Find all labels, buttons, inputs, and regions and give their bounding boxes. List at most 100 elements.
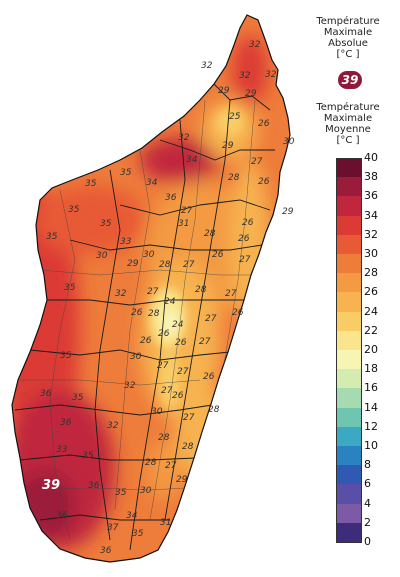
map-value-label: 24	[172, 320, 184, 330]
scale-tick-label: 32	[364, 227, 378, 241]
mean-title-line: Moyenne	[325, 124, 371, 135]
map-value-label: 32	[265, 70, 277, 80]
map-value-label: 29	[222, 141, 234, 151]
scale-swatch	[336, 254, 362, 274]
scale-tick-label: 4	[364, 496, 371, 510]
scale-swatch	[336, 215, 362, 235]
region-boundaries	[14, 83, 275, 551]
map-value-label: 24	[164, 297, 176, 307]
absolute-title-line: Température	[316, 16, 380, 27]
map-value-label: 27	[183, 413, 195, 423]
scale-swatch	[336, 407, 362, 427]
scale-tick-label: 28	[364, 266, 378, 280]
scale-swatch	[336, 369, 362, 389]
map-value-label: 30	[130, 352, 142, 362]
map-value-label: 33	[56, 445, 68, 455]
scale-tick-label: 2	[364, 515, 371, 529]
scale-swatch	[336, 158, 362, 179]
scale-swatch	[336, 350, 362, 370]
map-value-label: 35	[82, 451, 94, 461]
scale-tick-label: 30	[364, 247, 378, 260]
scale-swatch	[336, 388, 362, 408]
map-value-label: 28	[148, 309, 160, 319]
map-value-label: 31	[178, 219, 189, 229]
map-value-label: 36	[56, 511, 68, 521]
map-value-label: 35	[72, 393, 84, 403]
scale-swatch	[336, 273, 362, 293]
map-value-label: 27	[161, 386, 173, 396]
scale-swatch	[336, 311, 362, 331]
scale-swatch	[336, 465, 362, 485]
absolute-title-line: [°C ]	[336, 49, 360, 60]
map-value-label: 27	[147, 287, 159, 297]
map-value-label: 28	[158, 433, 170, 443]
scale-tick-label: 8	[364, 458, 371, 472]
absolute-max-title: Température Maximale Absolue [°C ]	[306, 16, 390, 60]
map-value-label: 29	[218, 86, 230, 96]
map-value-label: 28	[228, 173, 240, 183]
map-value-label: 35	[100, 219, 112, 229]
map-value-label: 35	[115, 488, 127, 498]
map-value-label: 36	[88, 481, 100, 491]
record-max-marker: 39	[42, 478, 60, 493]
map-value-label: 34	[146, 178, 158, 188]
map-value-label: 26	[131, 308, 143, 318]
absolute-max-badge: 39	[338, 71, 362, 89]
map-value-label: 31	[160, 518, 171, 528]
scale-swatch	[336, 177, 362, 197]
scale-swatch	[336, 446, 362, 466]
scale-tick-label: 0	[364, 535, 371, 548]
map-value-label: 30	[143, 250, 155, 260]
map-value-label: 28	[182, 442, 194, 452]
mean-max-title: Température Maximale Moyenne [°C ]	[306, 102, 390, 146]
scale-tick-label: 12	[364, 419, 378, 433]
map-value-label: 30	[140, 486, 152, 496]
absolute-title-line: Absolue	[328, 38, 368, 49]
map-value-label: 26	[172, 391, 184, 401]
map-value-label: 32	[124, 381, 136, 391]
record-max-label: 39	[42, 478, 60, 493]
map-value-label: 28	[195, 285, 207, 295]
map-value-label: 27	[239, 255, 251, 265]
map-value-label: 35	[46, 232, 58, 242]
map-value-label: 36	[100, 546, 112, 556]
scale-tick-label: 20	[364, 343, 378, 356]
scale-tick-label: 16	[364, 381, 378, 395]
scale-tick-label: 40	[364, 151, 378, 164]
scale-swatch	[336, 234, 362, 254]
map-value-label: 32	[239, 71, 251, 81]
mean-title-line: Maximale	[323, 113, 373, 124]
map-value-label: 32	[115, 289, 127, 299]
map-value-label: 28	[204, 229, 216, 239]
map-value-label: 35	[120, 168, 132, 178]
scale-swatch	[336, 522, 362, 543]
scale-swatch	[336, 292, 362, 312]
map-value-label: 26	[212, 250, 224, 260]
map-value-label: 30	[283, 137, 295, 147]
map-value-label: 27	[205, 314, 217, 324]
scale-swatch	[336, 330, 362, 350]
map-value-label: 26	[203, 372, 215, 382]
scale-tick-label: 34	[364, 208, 378, 222]
map-value-label: 32	[249, 40, 261, 50]
scale-swatch	[336, 196, 362, 216]
map-value-label: 35	[85, 179, 97, 189]
scale-tick-label: 22	[364, 323, 378, 337]
map-value-label: 35	[132, 529, 144, 539]
sub-boundaries	[20, 99, 256, 541]
map-value-label: 36	[165, 193, 177, 203]
map-value-label: 28	[159, 260, 171, 270]
map-value-label: 35	[68, 205, 80, 215]
map-value-label: 29	[282, 207, 294, 217]
map-value-label: 36	[40, 389, 52, 399]
scale-swatch	[336, 484, 362, 504]
map-value-label: 32	[178, 133, 190, 143]
scale-tick-label: 10	[364, 439, 378, 452]
map-value-label: 26	[232, 308, 244, 318]
map-value-label: 27	[251, 157, 263, 167]
map-value-label: 26	[140, 336, 152, 346]
map-value-label: 37	[107, 523, 119, 533]
map-value-label: 32	[107, 421, 119, 431]
